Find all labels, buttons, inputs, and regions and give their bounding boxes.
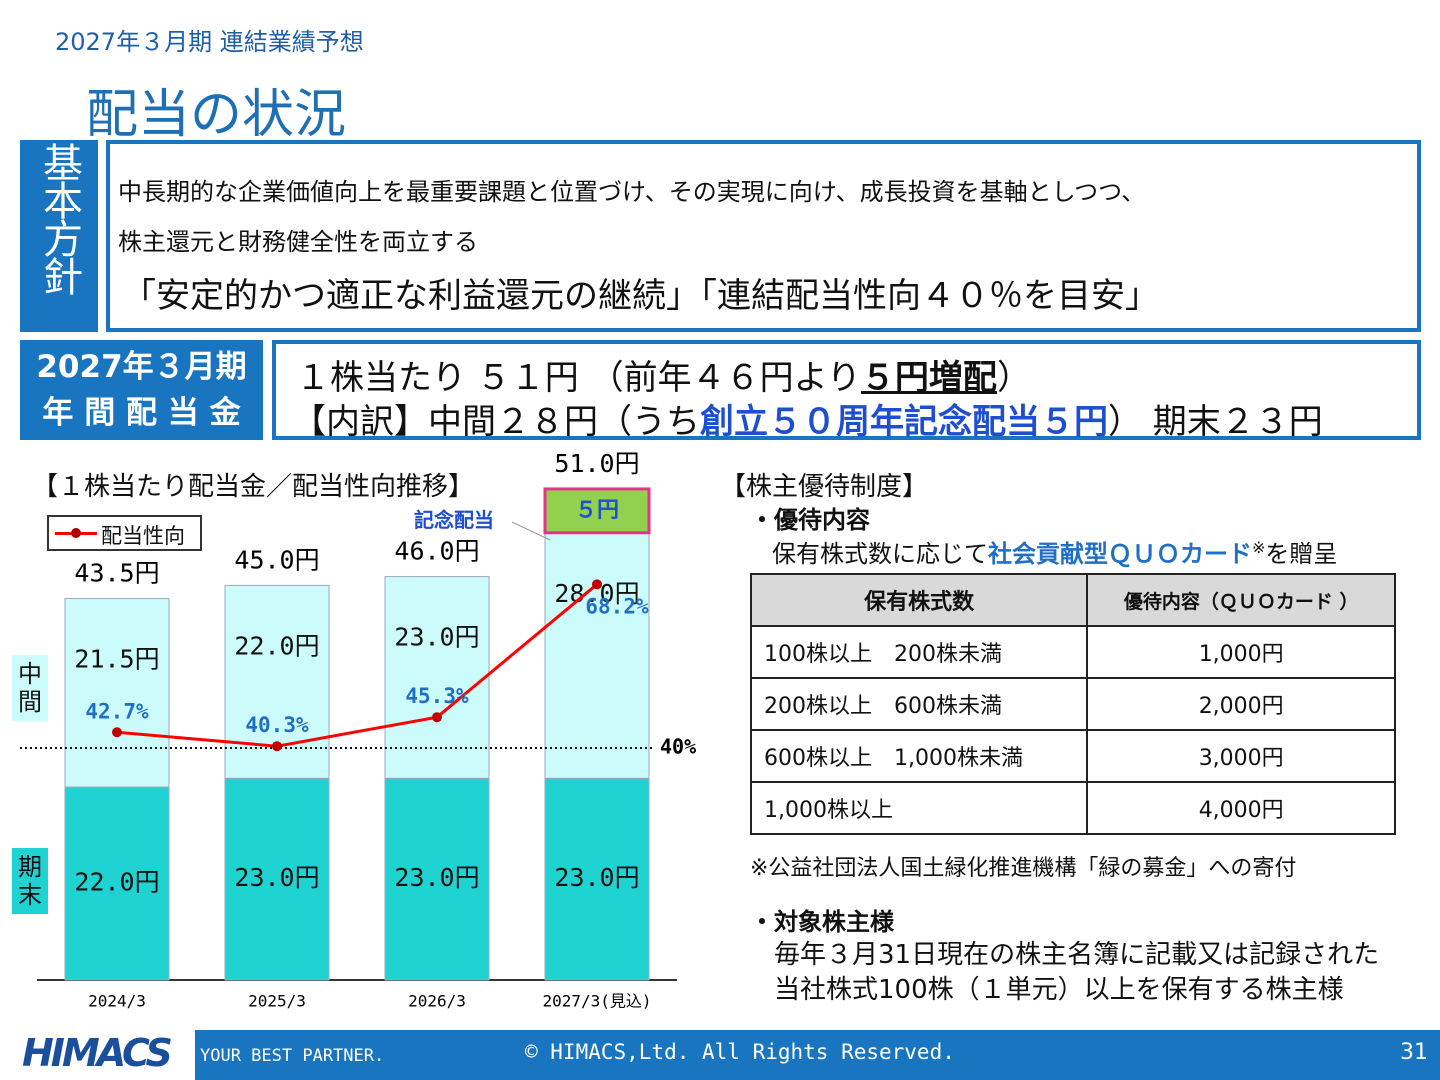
cell: 4,000円: [1086, 781, 1396, 835]
heading: ・優待内容: [750, 506, 870, 534]
logo-bg: [0, 1030, 195, 1080]
total-label: 43.5円: [74, 559, 159, 588]
row: 200株以上 600株未満 2,000円: [749, 677, 1396, 731]
value-label: ５円: [575, 498, 619, 523]
dividend-line: １株当たり ５１円 （前年４６円より５円増配）: [296, 350, 1031, 399]
value-label: 22.0円: [74, 868, 159, 897]
x-tick-label: 2027/3(見込): [542, 992, 651, 1011]
dividend-label: 2027年３月期: [36, 349, 247, 385]
value-label: 23.0円: [394, 623, 479, 652]
reference-label: 40%: [660, 734, 696, 758]
legend: 配当性向: [47, 515, 202, 551]
th: 保有株式数: [749, 573, 1089, 627]
annotation-leader: [511, 521, 551, 541]
line-label: 42.7%: [85, 699, 149, 723]
bar-segment: [224, 777, 330, 981]
total-label: 45.0円: [234, 545, 319, 574]
dividend-box: [272, 340, 1421, 440]
value-label: 21.5円: [74, 645, 159, 674]
line: [116, 583, 598, 748]
row: 600株以上 1,000株未満 3,000円: [749, 729, 1396, 783]
line-label: 40.3%: [245, 713, 309, 737]
row: 100株以上 200株未満 1,000円: [749, 625, 1396, 679]
line-marker: [432, 712, 442, 723]
target-line: 当社株式100株（１単元）以上を保有する株主様: [774, 975, 1344, 1005]
heading: ・対象株主様: [750, 908, 894, 936]
benefits-title: 【株主優待制度】: [720, 472, 929, 502]
value-label: 23.0円: [394, 863, 479, 892]
footer-bar: [0, 1030, 1440, 1080]
text: １株当たり ５１円 （前年４６円より: [296, 358, 861, 398]
dividend-label-box: 2027年３月期 年 間 配 当 金: [20, 340, 263, 440]
annotation: 記念配当: [414, 508, 494, 532]
highlight: 社会貢献型ＱＵＯカード: [988, 540, 1252, 568]
text: ） 期末２３円: [1108, 402, 1323, 442]
line-marker: [272, 741, 282, 752]
copyright: © HIMACS,Ltd. All Rights Reserved.: [525, 1040, 955, 1064]
cell: 600株以上 1,000株未満: [749, 729, 1089, 783]
legend-marker: [71, 528, 81, 538]
legend-label: 配当性向: [101, 524, 185, 548]
policy-label: 基本方針: [36, 142, 82, 294]
line-marker: [112, 727, 122, 738]
page-number: 31: [1400, 1040, 1428, 1065]
row: 1,000株以上 4,000円: [749, 781, 1396, 835]
cell: 100株以上 200株未満: [749, 625, 1089, 679]
text: 【内訳】中間２８円（うち: [292, 402, 700, 442]
line-marker: [592, 579, 602, 590]
segment-label: 期末: [12, 848, 48, 914]
chart-title: 【１株当たり配当金／配当性向推移】: [32, 472, 475, 502]
content-text: 保有株式数に応じて社会貢献型ＱＵＯカード※を贈呈: [772, 534, 1337, 569]
bar-segment: [64, 598, 170, 788]
dividend-label: 年 間 配 当 金: [42, 395, 241, 431]
text: 保有株式数に応じて: [772, 540, 988, 568]
text: を贈呈: [1265, 540, 1338, 568]
commemorative: 創立５０周年記念配当５円: [700, 402, 1108, 442]
target-line: 毎年３月31日現在の株主名簿に記載又は記録された: [774, 940, 1380, 970]
value-label: 23.0円: [234, 863, 319, 892]
bar-segment: [384, 777, 490, 981]
line-label: 68.2%: [585, 594, 649, 618]
bar-segment: [544, 777, 650, 981]
th: 優待内容（ＱＵＯカード ）: [1086, 573, 1396, 627]
total-label: 51.0円: [554, 449, 639, 478]
policy-line: 中長期的な企業価値向上を最重要課題と位置づけ、その実現に向け、成長投資を基軸とし…: [118, 178, 1146, 206]
total-label: 46.0円: [394, 537, 479, 566]
bar-segment: [64, 786, 170, 981]
increase: ５円増配: [860, 358, 997, 398]
text: ）: [996, 358, 1031, 398]
x-tick-label: 2024/3: [88, 992, 146, 1011]
line-label: 45.3%: [405, 684, 469, 708]
cell: 200株以上 600株未満: [749, 677, 1089, 731]
policy-highlight: 「安定的かつ適正な利益還元の継続」「連結配当性向４０％を目安」: [122, 276, 1159, 316]
x-tick-label: 2026/3: [408, 992, 466, 1011]
cell: 2,000円: [1086, 677, 1396, 731]
policy-label-box: 基本方針: [20, 140, 98, 332]
mark: ※: [1252, 538, 1266, 557]
subtitle: 2027年３月期 連結業績予想: [55, 28, 364, 56]
title: 配当の状況: [86, 85, 347, 145]
bar-segment: [384, 576, 490, 779]
segment-label: 中間: [12, 655, 48, 721]
note: ※公益社団法人国土緑化推進機構「緑の募金」への寄付: [750, 856, 1297, 881]
value-label: 22.0円: [234, 631, 319, 660]
tagline: YOUR BEST PARTNER.: [200, 1046, 385, 1066]
cell: 1,000円: [1086, 625, 1396, 679]
benefits-table: 保有株式数 優待内容（ＱＵＯカード ） 100株以上 200株未満 1,000円 20…: [749, 573, 1396, 835]
x-tick-label: 2025/3: [248, 992, 306, 1011]
policy-line: 株主還元と財務健全性を両立する: [118, 228, 478, 256]
policy-box: [106, 140, 1421, 332]
cell: 1,000株以上: [749, 781, 1089, 835]
value-label: 23.0円: [554, 863, 639, 892]
logo: HIMACS: [22, 1031, 173, 1075]
bar-segment: [543, 487, 651, 535]
dividend-line: 【内訳】中間２８円（うち創立５０周年記念配当５円） 期末２３円: [292, 394, 1323, 443]
cell: 3,000円: [1086, 729, 1396, 783]
bar-segment: [544, 532, 650, 779]
